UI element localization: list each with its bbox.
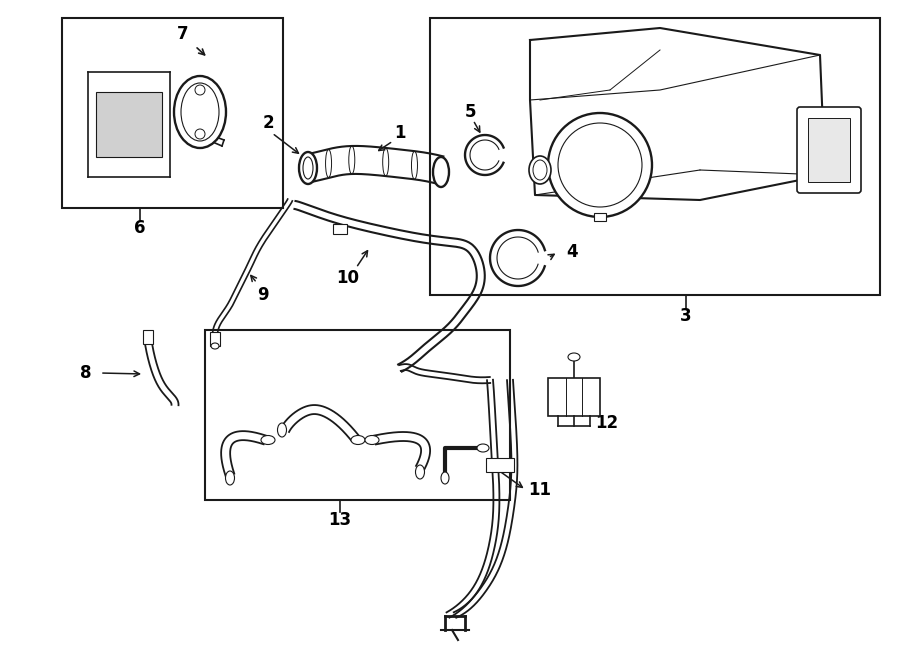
Ellipse shape bbox=[477, 444, 489, 452]
Ellipse shape bbox=[416, 465, 425, 479]
Text: 1: 1 bbox=[394, 124, 406, 142]
Text: 9: 9 bbox=[257, 286, 269, 304]
Text: 2: 2 bbox=[262, 114, 274, 132]
Text: 8: 8 bbox=[80, 364, 92, 382]
Ellipse shape bbox=[365, 436, 379, 444]
Text: 13: 13 bbox=[328, 511, 352, 529]
Ellipse shape bbox=[433, 157, 449, 187]
FancyBboxPatch shape bbox=[797, 107, 861, 193]
Ellipse shape bbox=[441, 472, 449, 484]
Text: 11: 11 bbox=[528, 481, 551, 499]
Text: 5: 5 bbox=[464, 103, 476, 121]
Ellipse shape bbox=[568, 353, 580, 361]
Text: 12: 12 bbox=[595, 414, 618, 432]
Bar bbox=[210, 332, 220, 346]
Ellipse shape bbox=[261, 436, 275, 444]
Bar bbox=[808, 118, 850, 182]
Ellipse shape bbox=[211, 343, 219, 349]
Bar bbox=[594, 213, 606, 221]
Ellipse shape bbox=[299, 152, 317, 184]
Ellipse shape bbox=[529, 156, 551, 184]
Bar bbox=[430, 18, 880, 295]
Circle shape bbox=[548, 113, 652, 217]
Circle shape bbox=[558, 123, 642, 207]
Text: 3: 3 bbox=[680, 307, 692, 325]
Bar bbox=[333, 224, 347, 234]
Ellipse shape bbox=[277, 423, 286, 437]
Bar bbox=[205, 330, 510, 500]
Text: 10: 10 bbox=[337, 269, 359, 287]
Ellipse shape bbox=[226, 471, 235, 485]
Bar bbox=[62, 18, 283, 208]
Text: 6: 6 bbox=[134, 219, 146, 237]
Ellipse shape bbox=[533, 160, 547, 180]
Bar bbox=[548, 378, 600, 416]
Text: 4: 4 bbox=[566, 243, 578, 261]
Text: 7: 7 bbox=[177, 25, 189, 43]
Ellipse shape bbox=[351, 436, 365, 444]
Ellipse shape bbox=[303, 157, 313, 179]
Ellipse shape bbox=[181, 83, 219, 141]
Bar bbox=[96, 92, 162, 157]
Bar bbox=[486, 458, 514, 472]
Bar bbox=[143, 330, 153, 344]
Ellipse shape bbox=[174, 76, 226, 148]
